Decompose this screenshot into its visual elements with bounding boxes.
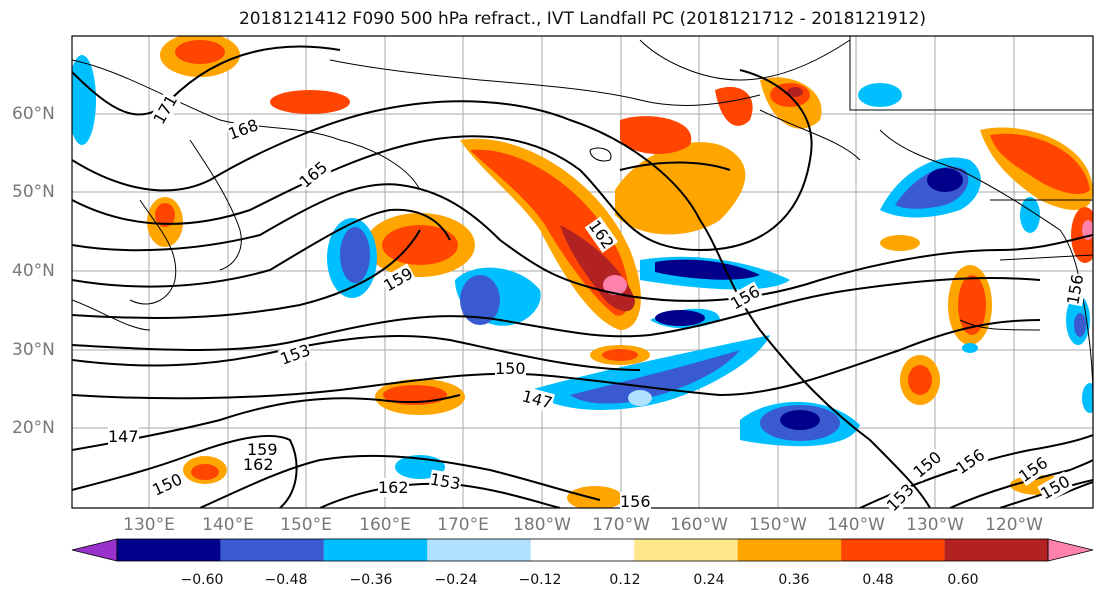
colorbar-swatch [530, 539, 635, 561]
colorbar-swatch [944, 539, 1048, 561]
colorbar-tick-label: 0.24 [693, 572, 725, 588]
colorbar-extend-max [1047, 538, 1094, 562]
lat-label-20n: 20°N [12, 418, 55, 438]
colorbar-tick-label: −0.24 [434, 572, 478, 588]
colorbar-tick-label: −0.48 [264, 572, 308, 588]
lat-label-40n: 40°N [12, 261, 55, 281]
colorbar-tick-label: 0.48 [862, 572, 894, 588]
shading-positive [147, 36, 1093, 508]
colorbar [71, 538, 1094, 562]
lon-label: 160°E [359, 515, 411, 535]
colorbar-tick-label: −0.12 [518, 572, 562, 588]
lon-label: 150°E [280, 515, 332, 535]
contour-label: 147 [108, 427, 139, 446]
map-title: 2018121412 F090 500 hPa refract., IVT La… [238, 9, 926, 29]
colorbar-swatch [841, 539, 945, 561]
colorbar-tick-label: −0.60 [180, 572, 224, 588]
colorbar-swatch [220, 539, 324, 561]
colorbar-frame [116, 538, 1049, 562]
colorbar-swatch [737, 539, 842, 561]
colorbar-swatch [323, 539, 428, 561]
lon-label: 120°W [985, 515, 1043, 535]
colorbar-extend-min [71, 538, 118, 562]
lon-label: 150°W [749, 515, 807, 535]
lon-label: 140°W [827, 515, 885, 535]
lat-label-50n: 50°N [12, 182, 55, 202]
contour-label: 162 [243, 455, 274, 474]
colorbar-swatch [117, 539, 221, 561]
colorbar-swatch [427, 539, 531, 561]
contour-label: 162 [378, 478, 409, 497]
contour-label: 159 [247, 440, 278, 459]
lat-label-30n: 30°N [12, 340, 55, 360]
lon-label: 130°W [906, 515, 964, 535]
colorbar-swatch [634, 539, 738, 561]
colorbar-tick-label: 0.60 [947, 572, 979, 588]
lon-label: 170°W [592, 515, 650, 535]
lat-label-60n: 60°N [12, 104, 55, 124]
lon-label: 180°W [513, 515, 571, 535]
lon-label: 160°W [670, 515, 728, 535]
contour-label: 150 [495, 359, 526, 378]
lon-label: 140°E [202, 515, 254, 535]
colorbar-tick-label: −0.36 [349, 572, 393, 588]
contour-label: 156 [620, 492, 651, 511]
shading-negative [72, 55, 1093, 479]
lon-label: 170°E [437, 515, 489, 535]
colorbar-tick-label: 0.36 [778, 572, 810, 588]
colorbar-tick-label: 0.12 [609, 572, 641, 588]
lon-label: 130°E [123, 515, 175, 535]
